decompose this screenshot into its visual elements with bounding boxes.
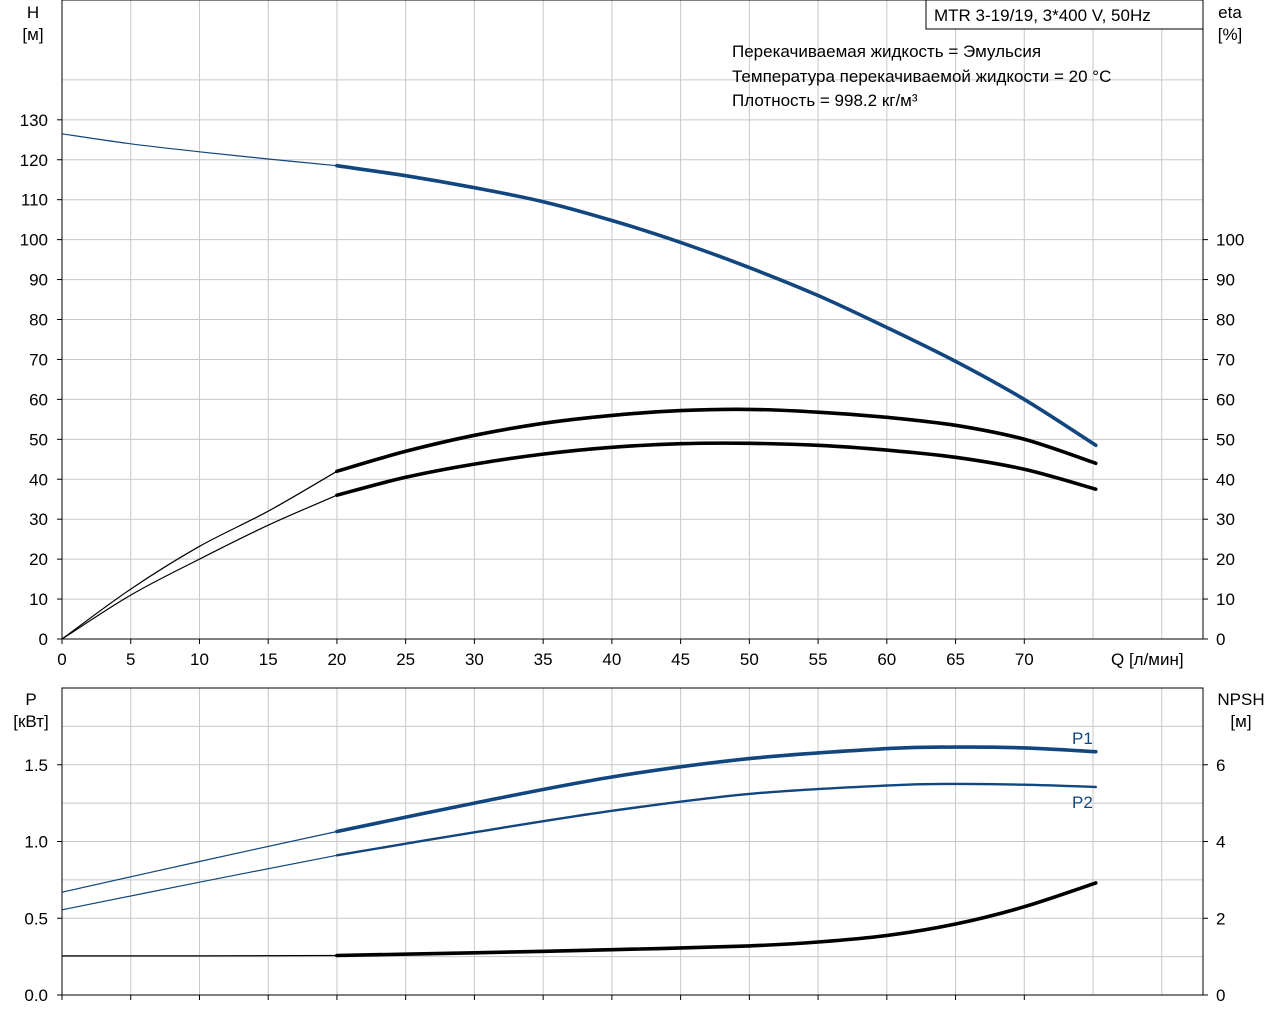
right-tick-label: 100 [1216,231,1244,250]
right-tick-label: 40 [1216,470,1235,489]
right-tick-label: 10 [1216,590,1235,609]
tick-labels: 0 5 10 15 20 25 30 35 40 45 50 55 60 65 70010203040506… [20,111,1245,1005]
left-tick-label: 10 [29,590,48,609]
x-tick-label: 70 [1015,650,1034,669]
right-tick-label: 6 [1216,756,1225,775]
left-tick-label: 1.5 [24,756,48,775]
eta-axis-unit: [%] [1218,25,1243,44]
x-tick-label: 60 [877,650,896,669]
p2-curve [335,782,1097,857]
left-tick-label: 80 [29,311,48,330]
right-tick-label: 70 [1216,350,1235,369]
eta-pump-curve [335,441,1098,497]
eta-axis-label: eta [1218,3,1242,22]
eta-pump-curve-extended [61,494,338,640]
x-tick-label: 10 [190,650,209,669]
x-tick-label: 40 [602,650,621,669]
left-tick-label: 70 [29,350,48,369]
right-tick-label: 20 [1216,550,1235,569]
npsh-axis-label: NPSH [1217,690,1264,709]
temperature-info: Температура перекачиваемой жидкости = 20… [732,67,1111,86]
right-tick-label: 0 [1216,986,1225,1005]
right-tick-label: 80 [1216,311,1235,330]
right-tick-label: 4 [1216,833,1225,852]
left-tick-label: 90 [29,271,48,290]
left-tick-label: 0.5 [24,909,48,928]
bottom-plot-grid [62,688,1203,995]
eta-overall-curve-extended [61,470,338,640]
x-tick-label: 30 [465,650,484,669]
x-tick-label: 5 [126,650,135,669]
x-tick-label: 25 [396,650,415,669]
x-tick-label: 45 [671,650,690,669]
model-title: MTR 3-19/19, 3*400 V, 50Hz [934,6,1151,25]
left-tick-label: 130 [20,111,48,130]
eta-overall-curve [335,407,1098,474]
left-tick-label: 60 [29,390,48,409]
right-tick-label: 60 [1216,390,1235,409]
right-tick-label: 2 [1216,909,1225,928]
x-tick-label: 35 [534,650,553,669]
h-curve [335,163,1098,448]
left-tick-label: 20 [29,550,48,569]
left-tick-label: 120 [20,151,48,170]
top-plot-curves [61,133,1098,640]
liquid-info: Перекачиваемая жидкость = Эмульсия [732,42,1041,61]
x-tick-label: 65 [946,650,965,669]
h-curve-extended [61,133,337,167]
x-tick-label: 15 [259,650,278,669]
left-tick-label: 1.0 [24,833,48,852]
left-tick-label: 110 [21,191,48,210]
x-tick-label: 20 [327,650,346,669]
left-tick-label: 50 [29,430,48,449]
bottom-plot-curves [61,745,1098,958]
right-tick-label: 50 [1216,430,1235,449]
p-axis-label: P [25,690,36,709]
x-tick-label: 50 [740,650,759,669]
model-box [925,0,1204,30]
npsh-curve [335,881,1098,958]
p2-curve-label: P2 [1072,793,1093,812]
left-tick-label: 100 [20,231,48,250]
p1-curve-extended [61,830,338,893]
top-plot-frame [61,0,1204,640]
p2-curve-extended [61,854,338,911]
x-tick-label: 0 [57,650,66,669]
right-tick-label: 90 [1216,271,1235,290]
left-tick-label: 40 [29,470,48,489]
p1-curve [335,745,1098,834]
p1-curve-label: P1 [1072,729,1093,748]
h-axis-label: H [27,3,39,22]
p-axis-unit: [кВт] [13,712,48,731]
right-tick-label: 0 [1216,630,1225,649]
density-info: Плотность = 998.2 кг/м³ [732,91,918,110]
bottom-plot-frame [61,687,1204,996]
q-axis-label: Q [л/мин] [1111,650,1184,669]
x-tick-label: 55 [809,650,828,669]
right-tick-label: 30 [1216,510,1235,529]
left-tick-label: 0.0 [24,986,48,1005]
top-plot-grid [62,0,1203,639]
left-tick-label: 30 [29,510,48,529]
npsh-axis-unit: [м] [1230,712,1251,731]
left-tick-label: 0 [39,630,48,649]
h-axis-unit: [м] [22,25,43,44]
